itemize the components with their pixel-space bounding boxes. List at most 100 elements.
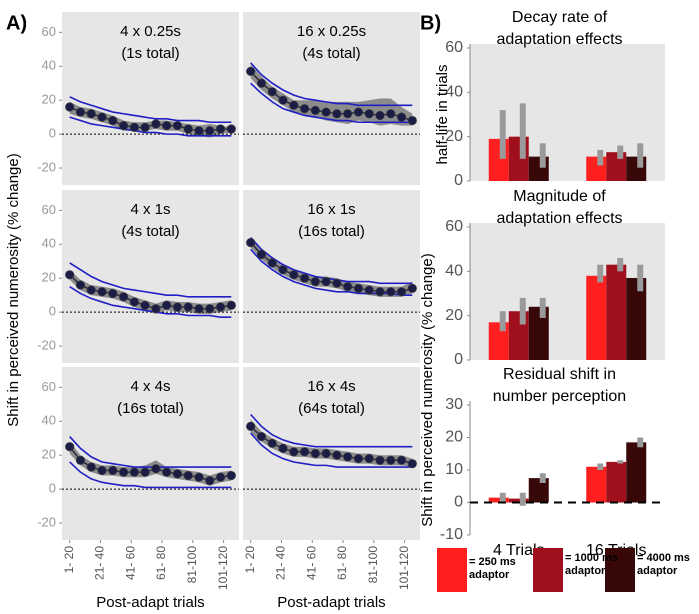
fit-curve: [69, 285, 232, 319]
bar: [626, 442, 647, 503]
bar: [586, 466, 607, 503]
data-point: [140, 300, 150, 310]
data-point: [310, 448, 320, 459]
data-point: [194, 304, 204, 314]
data-point: [386, 287, 396, 297]
error-bar: [597, 149, 604, 166]
x-tick-label: 61- 80: [154, 546, 168, 580]
data-point: [129, 467, 139, 477]
x-tick-label: 41- 60: [123, 546, 137, 580]
data-line: [250, 70, 413, 122]
data-point: [129, 297, 139, 307]
data-point: [172, 302, 183, 312]
y-tick-label: 20: [42, 447, 56, 462]
y-tick-label: -10: [440, 526, 463, 543]
subplot-title: (1s total): [121, 45, 179, 62]
y-tick-label: 40: [445, 263, 463, 280]
y-tick-label: 60: [42, 202, 56, 217]
error-bar: [539, 297, 546, 318]
error-bar: [637, 437, 644, 448]
data-point: [289, 100, 299, 110]
x-tick-label: 21- 40: [274, 546, 288, 580]
data-point: [118, 292, 129, 302]
y-tick-label: 40: [42, 58, 56, 73]
y-axis-title: Shift in perceived numerosity (% change): [419, 253, 436, 526]
data-point: [194, 472, 204, 482]
chart-title: Magnitude of: [513, 188, 606, 205]
data-point: [183, 124, 193, 134]
data-point: [278, 443, 288, 454]
y-tick-label: 0: [454, 494, 463, 511]
x-tick-label: 101-120: [397, 546, 411, 590]
y-tick-label: 20: [445, 128, 463, 145]
data-point: [172, 121, 183, 131]
data-point: [289, 447, 299, 457]
x-tick-label: 4 Trials: [493, 542, 545, 559]
error-bar: [539, 143, 546, 168]
legend-swatch: [437, 548, 467, 592]
data-point: [226, 470, 236, 481]
data-point: [256, 78, 267, 88]
data-point: [396, 112, 407, 122]
data-point: [129, 122, 139, 132]
error-bar: [597, 264, 604, 283]
fit-curve: [69, 262, 232, 298]
error-bar: [617, 258, 624, 272]
data-point: [75, 455, 86, 465]
data-point: [386, 455, 396, 465]
data-point: [75, 280, 86, 290]
data-point: [267, 258, 277, 268]
data-point: [375, 110, 385, 121]
legend-label: = 1000 ms adaptor: [565, 552, 618, 577]
fit-curve: [69, 461, 232, 489]
error-bar: [519, 297, 526, 325]
data-point: [86, 109, 96, 119]
bar: [626, 277, 647, 360]
data-point: [353, 107, 364, 117]
data-point: [226, 300, 236, 310]
data-point: [407, 283, 417, 293]
data-point: [118, 121, 129, 131]
plot-background: [243, 190, 420, 363]
error-bar: [597, 463, 604, 470]
data-point: [246, 421, 256, 431]
panel-label: B): [420, 12, 441, 34]
data-line: [250, 242, 413, 293]
error-bar: [539, 473, 546, 483]
y-tick-label: 0: [49, 126, 56, 141]
data-point: [343, 109, 353, 119]
data-point: [162, 300, 172, 310]
x-axis-title: Post-adapt trials: [277, 594, 385, 611]
error-bar: [617, 145, 624, 159]
fit-curve: [250, 82, 413, 124]
data-point: [353, 453, 364, 464]
data-point: [183, 470, 193, 481]
x-tick-label: 81-100: [185, 546, 199, 584]
y-tick-label: 0: [454, 172, 463, 189]
data-point: [194, 126, 204, 136]
data-point: [267, 87, 277, 97]
y-tick-label: 40: [42, 236, 56, 251]
panel-label: A): [6, 12, 27, 34]
data-point: [205, 126, 215, 136]
plot-background: [62, 367, 239, 540]
x-tick-label: 21- 40: [93, 546, 107, 580]
y-tick-label: 30: [445, 396, 463, 413]
data-point: [321, 276, 331, 287]
legend-swatch: [605, 548, 635, 592]
data-line: [69, 106, 232, 132]
data-point: [289, 270, 299, 280]
subplot-title: 4 x 4s: [130, 378, 170, 395]
data-point: [86, 285, 96, 295]
y-axis-title: Shift in perceived numerosity (% change): [5, 153, 22, 426]
error-bar: [519, 103, 526, 159]
data-point: [375, 455, 385, 465]
data-point: [310, 105, 320, 115]
subplot-title: (16s total): [298, 223, 365, 240]
data-point: [86, 462, 96, 472]
data-point: [97, 112, 107, 122]
chart-title: number perception: [493, 388, 626, 405]
data-point: [183, 302, 193, 312]
data-point: [97, 465, 107, 476]
